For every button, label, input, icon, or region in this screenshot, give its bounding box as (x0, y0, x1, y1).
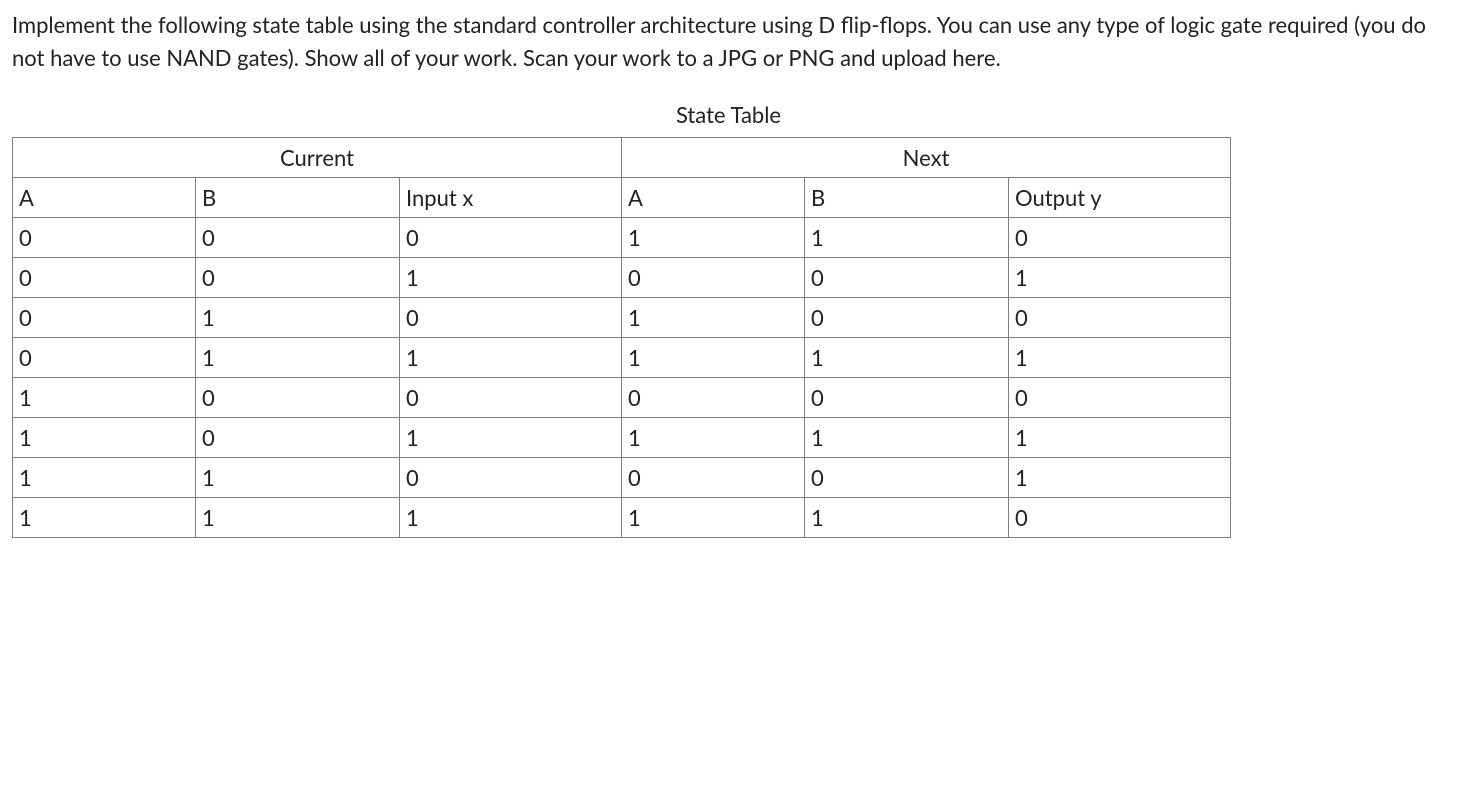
cell: 0 (400, 298, 622, 338)
cell: 0 (400, 378, 622, 418)
table-row: 1 0 1 1 1 1 (13, 418, 1231, 458)
cell: 1 (196, 298, 400, 338)
table-group-header-row: Current Next (13, 138, 1231, 178)
cell: 1 (805, 218, 1009, 258)
group-header-current: Current (13, 138, 622, 178)
table-row: 1 1 1 1 1 0 (13, 498, 1231, 538)
cell: 0 (805, 258, 1009, 298)
table-column-header-row: A B Input x A B Output y (13, 178, 1231, 218)
cell: 0 (1009, 298, 1231, 338)
cell: 0 (196, 218, 400, 258)
col-header-input-x: Input x (400, 178, 622, 218)
cell: 0 (622, 258, 805, 298)
table-row: 1 0 0 0 0 0 (13, 378, 1231, 418)
cell: 0 (400, 458, 622, 498)
cell: 0 (196, 378, 400, 418)
cell: 1 (400, 258, 622, 298)
cell: 0 (805, 458, 1009, 498)
cell: 0 (1009, 218, 1231, 258)
question-prompt: Implement the following state table usin… (12, 8, 1442, 74)
cell: 1 (400, 498, 622, 538)
cell: 1 (1009, 258, 1231, 298)
group-header-next: Next (622, 138, 1231, 178)
cell: 1 (196, 458, 400, 498)
cell: 1 (400, 338, 622, 378)
cell: 0 (622, 378, 805, 418)
cell: 0 (805, 298, 1009, 338)
cell: 1 (622, 218, 805, 258)
table-row: 0 0 1 0 0 1 (13, 258, 1231, 298)
cell: 0 (196, 418, 400, 458)
cell: 0 (13, 218, 196, 258)
cell: 0 (13, 338, 196, 378)
cell: 0 (400, 218, 622, 258)
cell: 1 (1009, 338, 1231, 378)
cell: 1 (622, 298, 805, 338)
table-title: State Table (12, 98, 1445, 131)
table-row: 0 1 0 1 0 0 (13, 298, 1231, 338)
cell: 0 (622, 458, 805, 498)
cell: 1 (196, 498, 400, 538)
cell: 1 (13, 378, 196, 418)
table-row: 0 0 0 1 1 0 (13, 218, 1231, 258)
cell: 1 (400, 418, 622, 458)
cell: 1 (805, 338, 1009, 378)
cell: 1 (13, 498, 196, 538)
cell: 1 (622, 498, 805, 538)
col-header-output-y: Output y (1009, 178, 1231, 218)
cell: 1 (13, 458, 196, 498)
cell: 1 (196, 338, 400, 378)
cell: 1 (805, 418, 1009, 458)
state-table: Current Next A B Input x A B Output y 0 … (12, 137, 1231, 538)
cell: 0 (13, 298, 196, 338)
cell: 1 (13, 418, 196, 458)
cell: 1 (1009, 418, 1231, 458)
cell: 0 (13, 258, 196, 298)
table-row: 1 1 0 0 0 1 (13, 458, 1231, 498)
cell: 1 (622, 338, 805, 378)
col-header-B-current: B (196, 178, 400, 218)
cell: 0 (1009, 498, 1231, 538)
cell: 1 (1009, 458, 1231, 498)
cell: 0 (196, 258, 400, 298)
col-header-B-next: B (805, 178, 1009, 218)
table-row: 0 1 1 1 1 1 (13, 338, 1231, 378)
cell: 0 (805, 378, 1009, 418)
cell: 1 (805, 498, 1009, 538)
cell: 0 (1009, 378, 1231, 418)
col-header-A-next: A (622, 178, 805, 218)
col-header-A-current: A (13, 178, 196, 218)
cell: 1 (622, 418, 805, 458)
